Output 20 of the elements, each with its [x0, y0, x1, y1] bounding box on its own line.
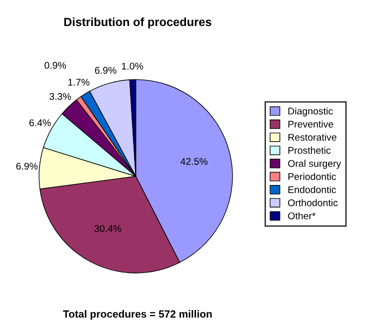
data-label: 1.0% — [122, 62, 144, 70]
legend-label: Orthodontic — [288, 199, 338, 206]
data-label: 6.4% — [29, 119, 51, 126]
text: Total procedures = 572 million — [63, 310, 212, 320]
data-label: 0.9% — [44, 62, 66, 69]
legend-label: Endodontic — [288, 186, 336, 194]
data-label: 6.9% — [95, 66, 116, 74]
legend-label: Restorative — [288, 134, 336, 141]
legend-label: Oral surgery — [288, 160, 342, 169]
data-label: 3.3% — [50, 93, 71, 100]
legend-label: Periodontic — [288, 172, 336, 180]
data-label: 42.5% — [180, 158, 208, 165]
data-label: 6.9% — [16, 162, 38, 170]
chart-title: Distribution of procedures — [64, 17, 212, 28]
data-label: 30.4% — [94, 225, 122, 232]
data-label: 1.7% — [68, 78, 90, 86]
legend-label: Other* — [288, 212, 316, 220]
legend-label: Preventive — [288, 120, 334, 128]
legend-label: Diagnostic — [288, 107, 333, 116]
legend-label: Prosthetic — [288, 146, 331, 154]
